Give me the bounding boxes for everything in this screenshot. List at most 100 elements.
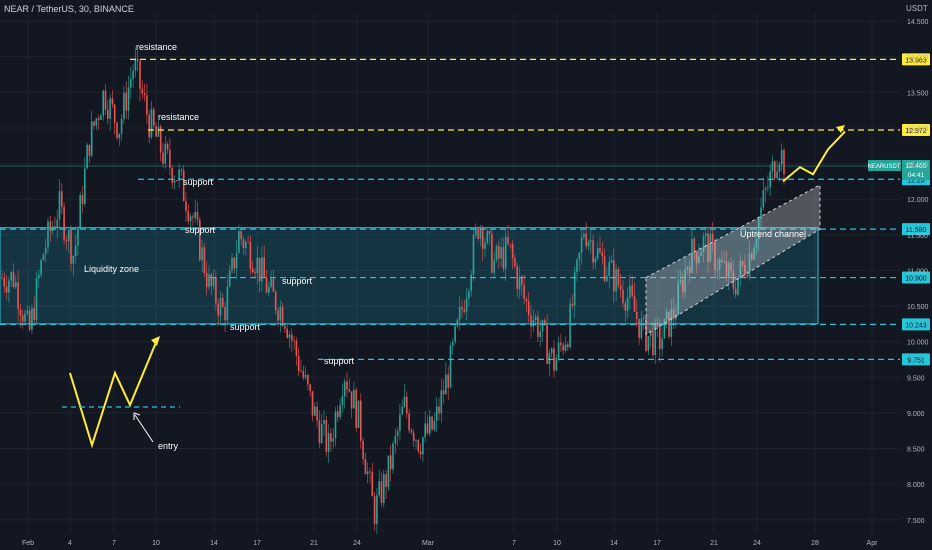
candle xyxy=(619,285,622,290)
candle xyxy=(196,211,199,220)
candle xyxy=(638,318,640,339)
y-tick-label: 9.500 xyxy=(907,375,925,382)
candle xyxy=(550,348,553,354)
resistance-price-tag-label: 13.963 xyxy=(905,57,927,64)
candle xyxy=(346,381,348,390)
x-tick-label: 14 xyxy=(610,540,618,547)
candle xyxy=(392,443,394,470)
candle xyxy=(757,218,760,240)
candle xyxy=(74,245,77,256)
candle xyxy=(465,298,468,312)
candle xyxy=(495,245,498,261)
x-tick-label: 17 xyxy=(653,540,661,547)
candle xyxy=(557,342,560,359)
candle xyxy=(247,242,249,243)
candle xyxy=(176,180,178,182)
candle xyxy=(744,265,746,276)
candle xyxy=(753,247,755,260)
candle xyxy=(187,211,190,222)
candle xyxy=(100,115,102,120)
support-label-1: support xyxy=(183,177,214,187)
support-label-3: support xyxy=(282,276,313,286)
y-tick-label: 7.500 xyxy=(907,518,925,525)
candle xyxy=(254,272,256,274)
candle xyxy=(746,275,748,277)
candle xyxy=(171,167,173,183)
candle xyxy=(709,233,712,262)
candle xyxy=(739,261,742,278)
y-tick-label: 14.000 xyxy=(907,55,929,62)
candle xyxy=(440,390,443,414)
candle xyxy=(544,320,546,325)
candle xyxy=(15,282,17,287)
candle xyxy=(695,252,698,264)
candle xyxy=(107,109,109,119)
candle xyxy=(516,266,518,290)
candle xyxy=(560,342,562,346)
time-axis: Feb 4 7 10 14 17 21 24 Mar 7 10 14 17 21 24 28 Apr xyxy=(22,540,878,547)
candle xyxy=(376,495,378,525)
candle xyxy=(42,254,45,261)
candle xyxy=(21,315,24,322)
candle xyxy=(629,285,631,298)
candle xyxy=(707,233,709,262)
candle xyxy=(665,311,668,319)
candle xyxy=(12,271,15,287)
support-label-2: support xyxy=(185,225,216,235)
candle xyxy=(231,257,233,271)
candle xyxy=(532,320,535,327)
support-price-tag xyxy=(902,223,930,236)
candle xyxy=(408,413,410,431)
candle xyxy=(774,161,776,179)
x-tick-label: 21 xyxy=(310,540,318,547)
candle xyxy=(3,277,6,287)
candle xyxy=(353,389,355,409)
countdown-label: 04:41 xyxy=(908,172,925,179)
candle xyxy=(35,278,38,320)
candle xyxy=(721,259,723,262)
candle xyxy=(127,87,130,111)
candle xyxy=(419,451,422,455)
candle xyxy=(350,391,353,409)
current-price-tag xyxy=(902,160,930,181)
y-tick-label: 9.000 xyxy=(907,411,925,418)
y-tick-label: 10.500 xyxy=(907,304,929,311)
candle xyxy=(698,255,700,264)
candle xyxy=(118,133,121,139)
candle xyxy=(318,420,321,443)
resistance-price-tag xyxy=(902,53,930,66)
candle xyxy=(17,282,19,310)
entry-label: entry xyxy=(158,441,179,451)
candle xyxy=(109,98,111,119)
candle xyxy=(272,278,275,292)
candle xyxy=(263,257,265,278)
x-tick-label: 21 xyxy=(710,540,718,547)
candle xyxy=(530,315,532,327)
candle xyxy=(212,276,215,287)
candle xyxy=(132,70,134,80)
candle xyxy=(120,119,123,134)
liquidity-zone xyxy=(0,227,819,325)
candle xyxy=(711,233,714,242)
candle xyxy=(631,285,633,296)
y-tick-label: 12.000 xyxy=(907,197,929,204)
candle xyxy=(435,406,438,421)
candle xyxy=(458,307,461,320)
candle xyxy=(700,251,702,256)
candle xyxy=(222,297,224,307)
candle xyxy=(599,248,601,253)
candle xyxy=(93,121,95,126)
candle xyxy=(194,211,196,218)
candle xyxy=(702,236,705,252)
candle xyxy=(242,239,245,249)
candle xyxy=(286,328,288,338)
symbol-tag xyxy=(868,160,901,172)
candle xyxy=(541,320,544,332)
candle xyxy=(265,277,268,293)
candle xyxy=(139,60,141,89)
candle xyxy=(509,243,512,245)
candle xyxy=(686,267,689,270)
y-tick-label: 14.500 xyxy=(907,19,929,26)
y-tick-label: 10.000 xyxy=(907,340,929,347)
